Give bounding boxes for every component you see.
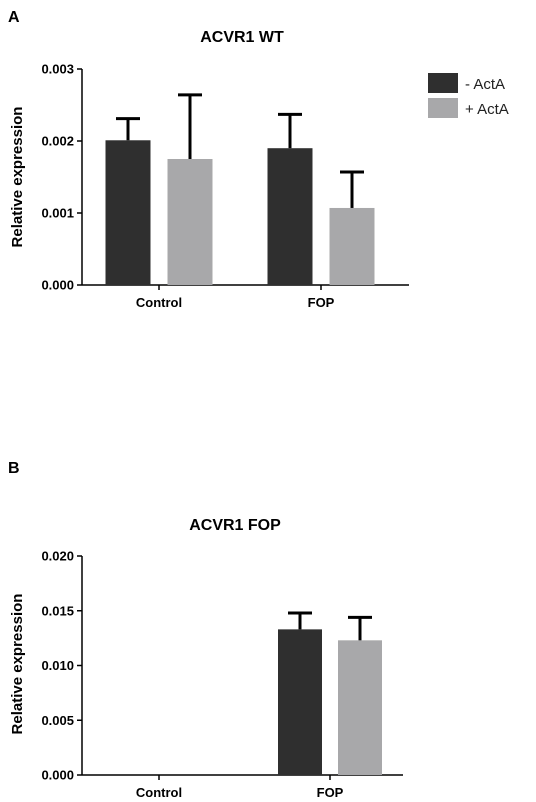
x-tick-label: Control [136, 785, 182, 800]
y-tick-label: 0.015 [41, 603, 74, 618]
panel-a-y-axis-label: Relative expression [9, 107, 26, 248]
bar [105, 140, 151, 285]
bar [329, 207, 375, 285]
y-tick-label: 0.020 [41, 549, 74, 564]
x-tick-label: FOP [308, 295, 335, 310]
bar [267, 148, 313, 285]
y-tick-label: 0.003 [41, 62, 74, 77]
panel-b-letter: B [8, 460, 20, 477]
panel-a: A ACVR1 WT Relative expression 0.0000.00… [8, 9, 509, 310]
y-tick-label: 0.000 [41, 768, 74, 783]
panel-b-y-axis-label: Relative expression [9, 594, 26, 735]
panel-b-plot-area: 0.000 0.005 0.010 0.015 0.020 Control FOP [41, 549, 403, 800]
legend-label-minus-acta: - ActA [465, 76, 505, 93]
bar [338, 640, 382, 775]
y-tick-label: 0.001 [41, 206, 74, 221]
x-tick-label: FOP [317, 785, 344, 800]
panel-a-letter: A [8, 9, 20, 26]
y-tick-label: 0.002 [41, 134, 74, 149]
panel-a-title: ACVR1 WT [200, 29, 284, 46]
legend-swatch-plus-acta [428, 98, 458, 118]
legend-label-plus-acta: + ActA [465, 101, 509, 118]
x-tick-label: Control [136, 295, 182, 310]
bar [278, 629, 322, 775]
bar [167, 159, 213, 285]
y-tick-label: 0.000 [41, 278, 74, 293]
y-tick-label: 0.005 [41, 713, 74, 728]
legend-swatch-minus-acta [428, 73, 458, 93]
panel-b-title: ACVR1 FOP [189, 517, 281, 534]
panel-b: B ACVR1 FOP Relative expression 0.0000.0… [8, 460, 403, 800]
y-tick-label: 0.010 [41, 658, 74, 673]
panel-a-legend: - ActA + ActA [428, 73, 509, 118]
panel-a-plot-area: 0.000 0.001 0.002 0.003 Control FOP [41, 62, 409, 310]
